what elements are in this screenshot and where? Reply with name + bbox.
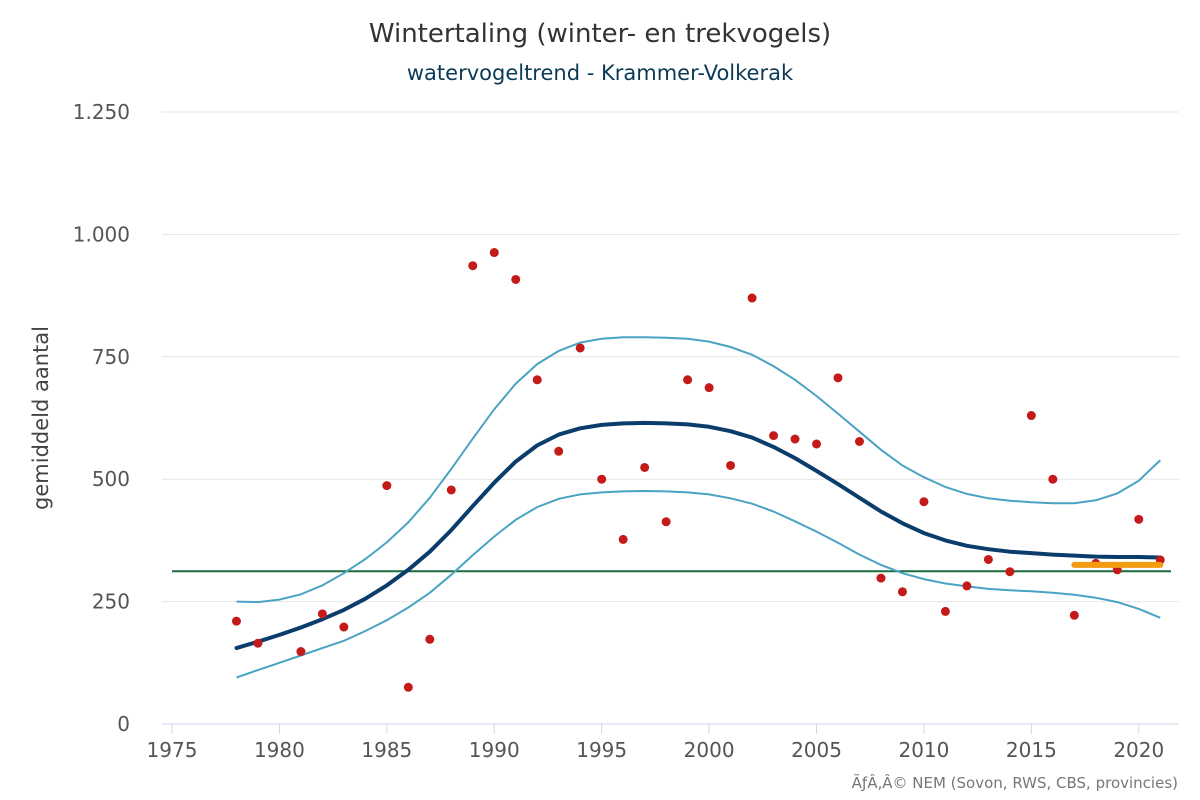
lower-confidence-line xyxy=(236,489,1161,679)
x-tick-label: 2005 xyxy=(791,738,842,762)
data-point[interactable] xyxy=(1026,411,1036,421)
data-point[interactable] xyxy=(812,439,822,449)
data-point[interactable] xyxy=(425,634,435,644)
data-point[interactable] xyxy=(575,343,585,353)
x-tick-label: 2000 xyxy=(684,738,735,762)
data-point[interactable] xyxy=(897,587,907,597)
data-point[interactable] xyxy=(511,274,521,284)
x-tick-label: 1975 xyxy=(147,738,198,762)
upper-confidence-line xyxy=(236,336,1161,604)
x-tick-label: 2020 xyxy=(1113,738,1164,762)
data-points xyxy=(231,248,1165,692)
data-point[interactable] xyxy=(253,638,263,648)
data-point[interactable] xyxy=(833,373,843,383)
data-point[interactable] xyxy=(661,517,671,527)
data-point[interactable] xyxy=(532,375,542,385)
y-axis-label: gemiddeld aantal xyxy=(29,326,53,510)
x-tick-label: 2015 xyxy=(1006,738,1057,762)
x-tick-labels: 1975 1980 1985 1990 1995 2000 2005 2010 2015 2020 xyxy=(147,738,1165,762)
data-point[interactable] xyxy=(1134,514,1144,524)
data-point[interactable] xyxy=(339,622,349,632)
data-point[interactable] xyxy=(854,437,864,447)
y-tick-labels: 0 250 500 750 1.000 1.250 xyxy=(73,100,130,736)
y-tick-label: 250 xyxy=(92,590,130,614)
data-point[interactable] xyxy=(446,485,456,495)
data-point[interactable] xyxy=(940,606,950,616)
data-point[interactable] xyxy=(790,434,800,444)
x-axis xyxy=(162,723,1179,734)
credits: ÃƒÂ‚Â© NEM (Sovon, RWS, CBS, provincies) xyxy=(852,773,1178,792)
x-tick-label: 2010 xyxy=(898,738,949,762)
data-point[interactable] xyxy=(489,248,499,258)
data-point[interactable] xyxy=(962,581,972,591)
data-point[interactable] xyxy=(876,573,886,583)
x-tick-label: 1980 xyxy=(254,738,305,762)
trend-line xyxy=(234,420,1163,651)
data-point[interactable] xyxy=(296,647,306,657)
confidence-band-layer xyxy=(236,336,1161,679)
grid-lines xyxy=(162,111,1179,603)
data-point[interactable] xyxy=(403,682,413,692)
x-tick-label: 1990 xyxy=(469,738,520,762)
data-point[interactable] xyxy=(468,261,478,271)
chart-title: Wintertaling (winter- en trekvogels) xyxy=(369,19,831,49)
data-point[interactable] xyxy=(231,616,241,626)
data-point[interactable] xyxy=(1005,567,1015,577)
data-point[interactable] xyxy=(983,554,993,564)
data-point[interactable] xyxy=(597,474,607,484)
data-point[interactable] xyxy=(683,375,693,385)
x-tick-label: 1985 xyxy=(361,738,412,762)
data-point[interactable] xyxy=(704,383,714,393)
data-point[interactable] xyxy=(640,462,650,472)
y-tick-label: 0 xyxy=(117,712,130,736)
data-point[interactable] xyxy=(618,534,628,544)
data-point[interactable] xyxy=(554,446,564,456)
data-point[interactable] xyxy=(726,460,736,470)
data-point[interactable] xyxy=(382,481,392,491)
data-point[interactable] xyxy=(1069,610,1079,620)
data-point[interactable] xyxy=(747,293,757,303)
y-tick-label: 500 xyxy=(92,467,130,491)
chart-subtitle: watervogeltrend - Krammer-Volkerak xyxy=(407,61,794,85)
y-tick-label: 750 xyxy=(92,345,130,369)
trend-layer xyxy=(234,420,1163,651)
data-point[interactable] xyxy=(1048,474,1058,484)
data-point[interactable] xyxy=(919,497,929,507)
data-point[interactable] xyxy=(769,431,779,441)
x-tick-label: 1995 xyxy=(576,738,627,762)
y-tick-label: 1.000 xyxy=(73,222,130,246)
y-tick-label: 1.250 xyxy=(73,100,130,124)
data-point[interactable] xyxy=(317,609,327,619)
